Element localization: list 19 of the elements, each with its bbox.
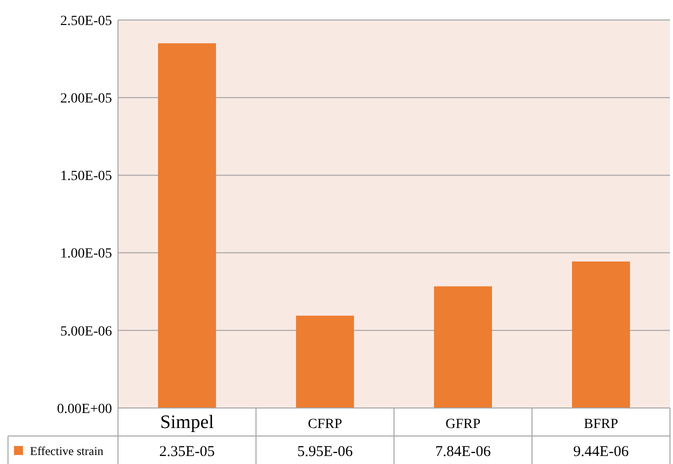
y-tick-label: 2.50E-05 [60, 14, 112, 29]
data-label: 7.84E-06 [435, 444, 492, 460]
legend-label: Effective strain [30, 444, 104, 458]
y-tick-label: 1.00E-05 [60, 246, 112, 262]
y-tick-label: 2.00E-05 [60, 92, 112, 106]
bar [572, 261, 630, 408]
data-label: 9.44E-06 [573, 444, 630, 460]
bar [158, 43, 216, 408]
x-tick-label: BFRP [584, 417, 618, 432]
data-label: 2.35E-05 [159, 444, 215, 460]
y-tick-label: 5.00E-06 [60, 324, 112, 340]
bar [296, 316, 354, 408]
x-tick-label: GFRP [445, 417, 481, 432]
y-tick-label: 1.50E-05 [60, 169, 112, 184]
data-label: 5.95E-06 [297, 444, 354, 460]
x-tick-label: CFRP [308, 417, 342, 432]
bar [434, 286, 492, 408]
x-tick-label: Simpel [160, 412, 214, 433]
y-tick-label: 0.00E+00 [57, 402, 112, 417]
